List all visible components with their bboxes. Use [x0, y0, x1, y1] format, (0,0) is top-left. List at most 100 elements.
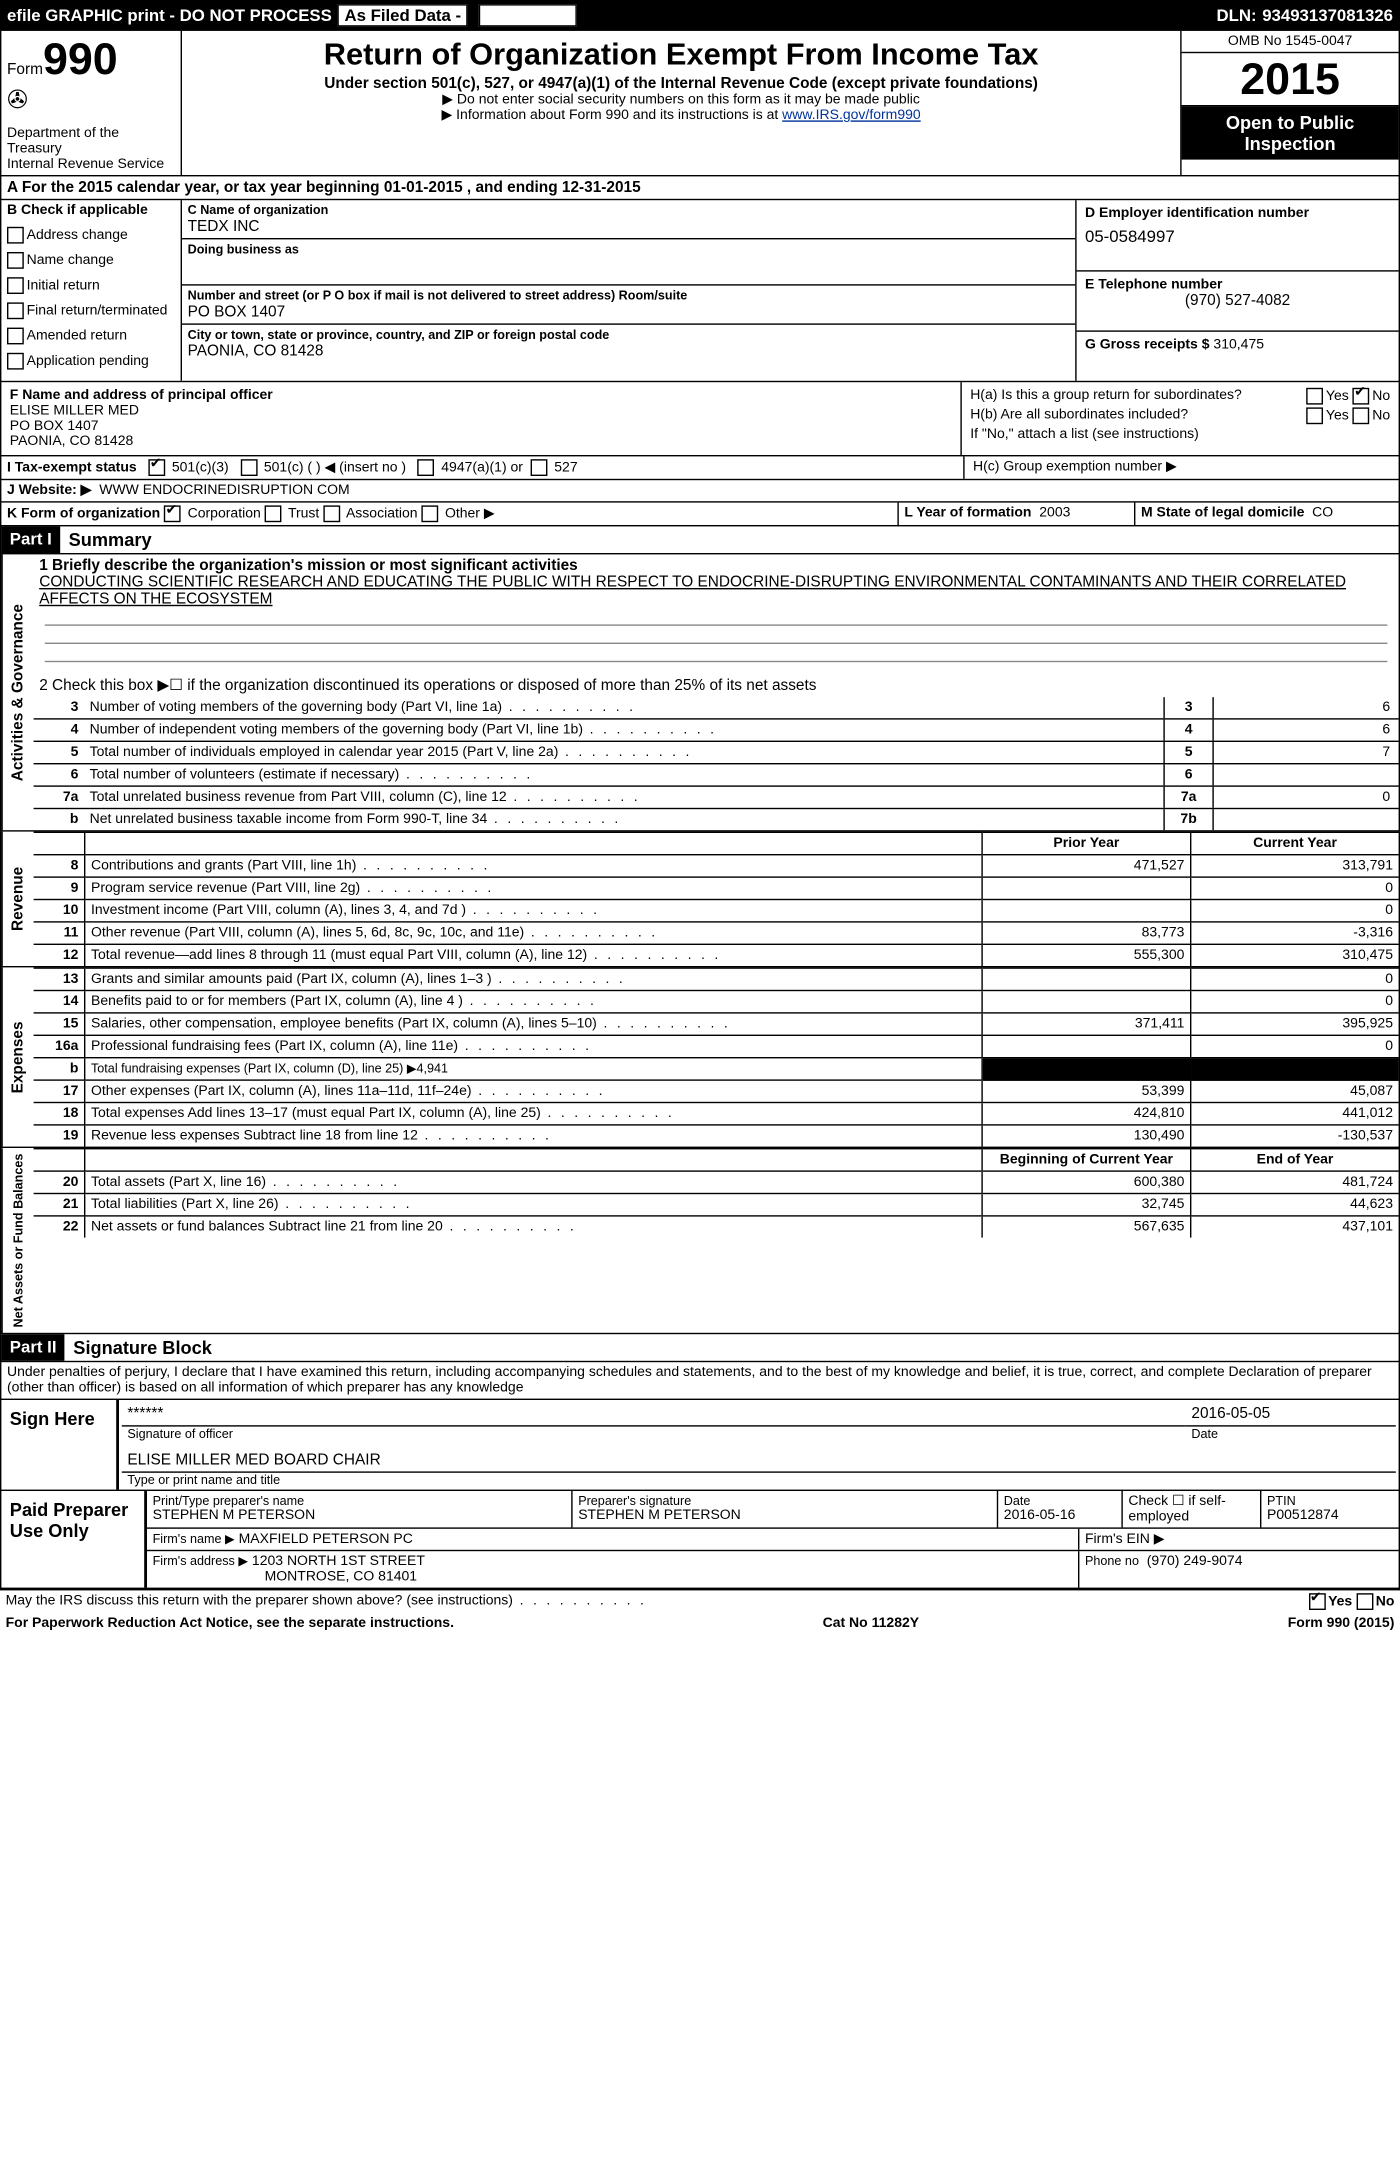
table-row: 10Investment income (Part VIII, column (…	[34, 900, 1399, 922]
table-row: 21Total liabilities (Part X, line 26)32,…	[34, 1194, 1399, 1216]
e-phone-label: E Telephone number	[1085, 277, 1390, 292]
dba-label: Doing business as	[188, 242, 1070, 256]
chk-527[interactable]	[531, 459, 548, 476]
blank-box	[479, 4, 577, 26]
table-row: 13Grants and similar amounts paid (Part …	[34, 968, 1399, 990]
preparer-name: STEPHEN M PETERSON	[153, 1508, 566, 1523]
table-row: 14Benefits paid to or for members (Part …	[34, 991, 1399, 1013]
omb-number: OMB No 1545-0047	[1182, 31, 1399, 53]
part2-header: Part II	[1, 1334, 65, 1361]
table-row: 22Net assets or fund balances Subtract l…	[34, 1216, 1399, 1238]
gov-row: 7aTotal unrelated business revenue from …	[34, 785, 1399, 807]
open-public: Open to Public Inspection	[1182, 106, 1399, 159]
sig-date: 2016-05-05	[1186, 1403, 1396, 1427]
table-row: 11Other revenue (Part VIII, column (A), …	[34, 922, 1399, 944]
q2-text: 2 Check this box ▶☐ if the organization …	[34, 673, 1399, 697]
g-gross-label: G Gross receipts $	[1085, 337, 1210, 352]
chk-pending[interactable]	[7, 353, 24, 370]
chk-amended[interactable]	[7, 328, 24, 345]
side-expenses: Expenses	[1, 967, 33, 1146]
officer-addr2: PAONIA, CO 81428	[10, 434, 952, 449]
rev-h2: Current Year	[1191, 832, 1399, 854]
ssn-note: ▶ Do not enter social security numbers o…	[190, 92, 1171, 107]
discuss-yes[interactable]	[1308, 1593, 1325, 1610]
table-row: 8Contributions and grants (Part VIII, li…	[34, 855, 1399, 877]
may-discuss: May the IRS discuss this return with the…	[6, 1593, 1309, 1610]
f-label: F Name and address of principal officer	[10, 388, 952, 403]
paid-preparer-label: Paid Preparer Use Only	[1, 1491, 144, 1588]
table-row: 17Other expenses (Part IX, column (A), l…	[34, 1080, 1399, 1102]
tax-year: 2015	[1182, 53, 1399, 106]
chk-final[interactable]	[7, 302, 24, 319]
org-name: TEDX INC	[188, 217, 1070, 235]
table-row: 9Program service revenue (Part VIII, lin…	[34, 877, 1399, 899]
chk-corp[interactable]	[164, 505, 181, 522]
table-row: 12Total revenue—add lines 8 through 11 (…	[34, 944, 1399, 966]
gov-row: 5Total number of individuals employed in…	[34, 741, 1399, 763]
ha-no[interactable]	[1353, 388, 1370, 405]
ein-value: 05-0584997	[1085, 227, 1390, 247]
chk-501c3[interactable]	[148, 459, 165, 476]
table-row: 19Revenue less expenses Subtract line 18…	[34, 1125, 1399, 1147]
c-name-label: C Name of organization	[188, 203, 1070, 217]
rev-h1: Prior Year	[982, 832, 1191, 854]
chk-initial[interactable]	[7, 277, 24, 294]
gov-row: 3Number of voting members of the governi…	[34, 697, 1399, 718]
hb-yes[interactable]	[1306, 407, 1323, 424]
na-h1: Beginning of Current Year	[982, 1149, 1191, 1171]
dept-treasury: Department of the Treasury	[7, 126, 175, 157]
chk-501c[interactable]	[240, 459, 257, 476]
side-netassets: Net Assets or Fund Balances	[1, 1148, 33, 1333]
preparer-sig: STEPHEN M PETERSON	[578, 1508, 991, 1523]
efile-bar: efile GRAPHIC print - DO NOT PROCESS As …	[0, 0, 1400, 31]
sig-officer-label: Signature of officer	[122, 1427, 1186, 1441]
calendar-year-row: A For the 2015 calendar year, or tax yea…	[0, 176, 1400, 200]
firm-name: MAXFIELD PETERSON PC	[239, 1532, 413, 1547]
table-row: 18Total expenses Add lines 13–17 (must e…	[34, 1103, 1399, 1125]
side-revenue: Revenue	[1, 832, 33, 966]
gov-row: 4Number of independent voting members of…	[34, 718, 1399, 740]
org-info-block: B Check if applicable Address change Nam…	[0, 200, 1400, 382]
perjury-text: Under penalties of perjury, I declare th…	[0, 1362, 1400, 1400]
footer-mid: Cat No 11282Y	[823, 1616, 920, 1631]
hc-label: H(c) Group exemption number ▶	[963, 456, 1393, 478]
year-formed: 2003	[1039, 505, 1070, 520]
discuss-no[interactable]	[1356, 1593, 1373, 1610]
m-label: M State of legal domicile	[1141, 505, 1304, 520]
efile-text: efile GRAPHIC print - DO NOT PROCESS	[7, 6, 332, 26]
chk-other[interactable]	[421, 505, 438, 522]
form-title: Return of Organization Exempt From Incom…	[190, 36, 1171, 72]
irs-link[interactable]: www.IRS.gov/form990	[782, 108, 921, 123]
hb-no[interactable]	[1353, 407, 1370, 424]
chk-address[interactable]	[7, 227, 24, 244]
phone-value: (970) 527-4082	[1085, 293, 1390, 310]
chk-4947[interactable]	[418, 459, 435, 476]
i-label: I Tax-exempt status	[7, 460, 137, 475]
city-value: PAONIA, CO 81428	[188, 342, 1070, 360]
dln-value: 93493137081326	[1262, 6, 1393, 26]
website-value: WWW ENDOCRINEDISRUPTION COM	[99, 483, 349, 498]
q1-label: 1 Briefly describe the organization's mi…	[39, 557, 1393, 574]
table-row: bTotal fundraising expenses (Part IX, co…	[34, 1058, 1399, 1080]
firm-ein-label: Firm's EIN ▶	[1079, 1529, 1398, 1550]
ptin-value: P00512874	[1267, 1508, 1393, 1523]
ha-label: H(a) Is this a group return for subordin…	[970, 388, 1306, 405]
d-ein-label: D Employer identification number	[1085, 206, 1390, 221]
self-employed-check[interactable]: Check ☐ if self-employed	[1123, 1491, 1262, 1527]
sig-date-label: Date	[1186, 1427, 1396, 1441]
state-domicile: CO	[1312, 505, 1333, 520]
city-label: City or town, state or province, country…	[188, 328, 1070, 342]
netassets-table: Beginning of Current Year End of Year 20…	[34, 1148, 1399, 1238]
h-note: If "No," attach a list (see instructions…	[970, 427, 1390, 442]
form-header: Form990 ✇ Department of the Treasury Int…	[0, 31, 1400, 177]
l-label: L Year of formation	[904, 505, 1031, 520]
chk-name[interactable]	[7, 252, 24, 269]
gov-row: bNet unrelated business taxable income f…	[34, 808, 1399, 830]
chk-trust[interactable]	[265, 505, 282, 522]
hb-label: H(b) Are all subordinates included?	[970, 407, 1306, 424]
firm-phone: (970) 249-9074	[1147, 1554, 1243, 1569]
chk-assoc[interactable]	[323, 505, 340, 522]
sig-stars: ******	[122, 1403, 1186, 1427]
ha-yes[interactable]	[1306, 388, 1323, 405]
table-row: 15Salaries, other compensation, employee…	[34, 1013, 1399, 1035]
